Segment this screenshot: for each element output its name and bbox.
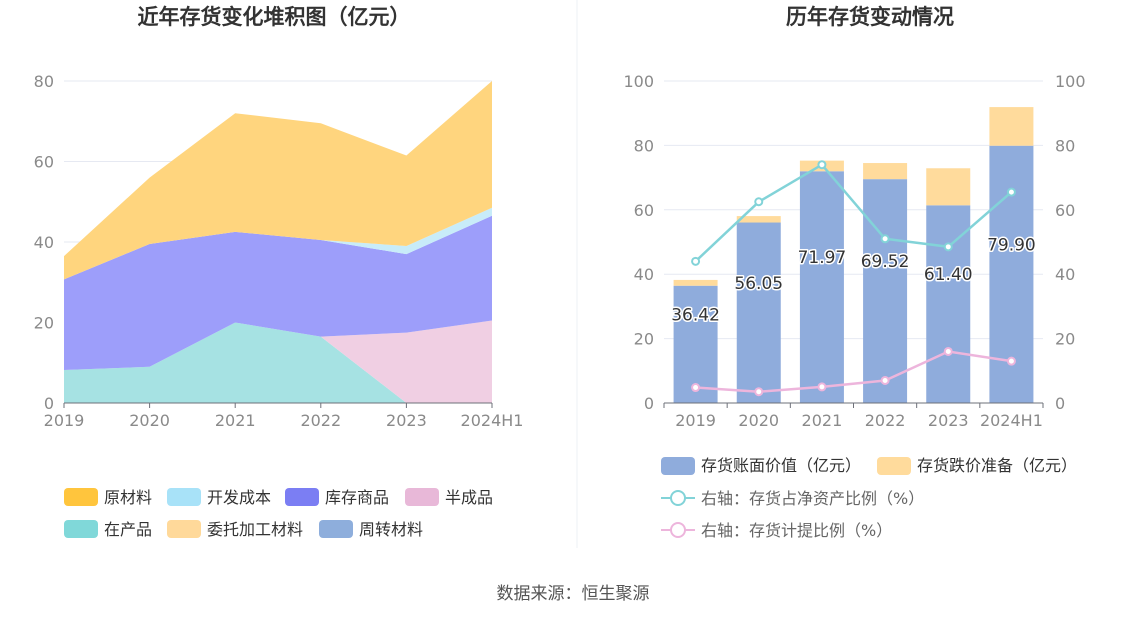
left-chart-title: 近年存货变化堆积图（亿元） bbox=[138, 5, 411, 29]
line-point bbox=[817, 160, 827, 170]
legend-swatch bbox=[285, 488, 319, 506]
bar-book-value bbox=[926, 205, 971, 403]
legend-swatch bbox=[661, 457, 695, 475]
line-point bbox=[754, 387, 764, 397]
line-point bbox=[754, 197, 764, 207]
legend-swatch bbox=[167, 488, 201, 506]
line-point bbox=[817, 382, 827, 392]
legend-label: 右轴：存货占净资产比例（%） bbox=[701, 489, 924, 508]
right-x-tick-label: 2023 bbox=[928, 411, 969, 430]
right-x-tick-label: 2021 bbox=[802, 411, 843, 430]
legend-label: 开发成本 bbox=[207, 488, 271, 507]
left-x-tick-label: 2024H1 bbox=[461, 411, 524, 430]
right-y2-tick-label: 40 bbox=[1055, 265, 1075, 284]
line-point bbox=[943, 346, 953, 356]
legend-swatch bbox=[167, 520, 201, 538]
left-axis: 0 20 40 60 80 2019 2020 2021 2022 2023 2024H1 bbox=[34, 72, 524, 430]
bar-impairment bbox=[989, 107, 1034, 146]
legend-swatch bbox=[319, 520, 353, 538]
left-y-tick-label: 80 bbox=[34, 72, 54, 91]
line-point bbox=[880, 234, 890, 244]
right-y-tick-label: 60 bbox=[634, 201, 654, 220]
bar-book-value bbox=[736, 222, 781, 403]
source-note: 数据来源：恒生聚源 bbox=[497, 584, 650, 604]
bar-data-label: 71.97 bbox=[798, 248, 847, 268]
legend-label: 右轴：存货计提比例（%） bbox=[701, 521, 892, 540]
area-原材料 bbox=[64, 81, 492, 280]
bar-data-label: 69.52 bbox=[861, 252, 910, 272]
bar-impairment bbox=[736, 216, 781, 223]
right-chart-title: 历年存货变动情况 bbox=[786, 5, 954, 29]
legend-swatch bbox=[64, 520, 98, 538]
left-x-tick-label: 2021 bbox=[215, 411, 256, 430]
right-axis: 0 20 40 60 80 100 0 20 40 60 80 100 2019 2020 2021 2022… bbox=[623, 72, 1085, 430]
right-x-tick-label: 2022 bbox=[865, 411, 906, 430]
legend-label: 存货跌价准备（亿元） bbox=[917, 456, 1077, 475]
bar-data-label: 56.05 bbox=[734, 274, 783, 294]
bar-book-value bbox=[799, 171, 844, 403]
bar-data-label: 36.42 bbox=[671, 305, 720, 325]
right-grid bbox=[664, 80, 1043, 340]
area-在产品 bbox=[64, 322, 492, 403]
legend-swatch bbox=[877, 457, 911, 475]
legend-label: 存货账面价值（亿元） bbox=[701, 456, 861, 475]
right-legend: 存货账面价值（亿元） 存货跌价准备（亿元） 右轴：存货占净资产比例（%） 右轴：存货计… bbox=[661, 456, 1077, 540]
line-point bbox=[943, 242, 953, 252]
right-y-tick-label: 40 bbox=[634, 265, 654, 284]
right-y2-tick-label: 20 bbox=[1055, 330, 1075, 349]
bar-book-value bbox=[863, 179, 908, 403]
legend-label: 周转材料 bbox=[359, 520, 423, 539]
legend-line-marker bbox=[670, 522, 686, 538]
line-point bbox=[880, 375, 890, 385]
left-x-tick-label: 2020 bbox=[129, 411, 170, 430]
right-y-tick-label: 100 bbox=[623, 72, 654, 91]
line-右轴：存货计提比例（%） bbox=[695, 350, 1012, 393]
legend-swatch bbox=[405, 488, 439, 506]
left-chart: 近年存货变化堆积图（亿元） 0 20 40 60 80 2019 2020 2021 2022 2… bbox=[34, 5, 524, 539]
right-bars bbox=[673, 107, 1034, 404]
legend-label: 库存商品 bbox=[325, 488, 389, 507]
legend-label: 委托加工材料 bbox=[207, 520, 303, 539]
legend-label: 原材料 bbox=[104, 488, 152, 507]
right-y-tick-label: 80 bbox=[634, 136, 654, 155]
bar-impairment bbox=[926, 168, 971, 206]
right-x-tick-label: 2024H1 bbox=[980, 411, 1043, 430]
right-y2-tick-label: 60 bbox=[1055, 201, 1075, 220]
right-x-tick-label: 2019 bbox=[675, 411, 716, 430]
left-x-tick-label: 2023 bbox=[386, 411, 427, 430]
left-x-tick-label: 2019 bbox=[44, 411, 85, 430]
bar-impairment bbox=[673, 279, 718, 286]
area-半成品 bbox=[64, 320, 492, 403]
right-y2-tick-label: 100 bbox=[1055, 72, 1086, 91]
line-point bbox=[691, 383, 701, 393]
left-y-tick-label: 0 bbox=[44, 394, 54, 413]
right-y-tick-label: 20 bbox=[634, 330, 654, 349]
line-point bbox=[1006, 187, 1016, 197]
left-areas bbox=[64, 81, 492, 403]
legend-label: 在产品 bbox=[104, 520, 152, 539]
bar-data-label: 61.40 bbox=[924, 265, 973, 285]
left-y-tick-label: 60 bbox=[34, 153, 54, 172]
right-y-tick-label: 0 bbox=[644, 394, 654, 413]
legend-label: 半成品 bbox=[445, 488, 493, 507]
right-y2-tick-label: 0 bbox=[1055, 394, 1065, 413]
right-y2-tick-label: 80 bbox=[1055, 136, 1075, 155]
area-库存商品 bbox=[64, 215, 492, 370]
right-lines bbox=[691, 160, 1016, 397]
left-y-tick-label: 40 bbox=[34, 233, 54, 252]
line-point bbox=[691, 256, 701, 266]
legend-swatch bbox=[64, 488, 98, 506]
line-右轴：存货占净资产比例（%） bbox=[694, 163, 1013, 263]
legend-line-marker bbox=[670, 490, 686, 506]
left-y-tick-label: 20 bbox=[34, 314, 54, 333]
left-x-tick-label: 2022 bbox=[300, 411, 341, 430]
bar-impairment bbox=[863, 163, 908, 180]
line-point bbox=[1006, 356, 1016, 366]
right-x-tick-label: 2020 bbox=[738, 411, 779, 430]
right-bar-labels: 36.42 56.05 71.97 69.52 61.40 79.90 bbox=[670, 234, 1038, 327]
bar-data-label: 79.90 bbox=[987, 235, 1036, 255]
